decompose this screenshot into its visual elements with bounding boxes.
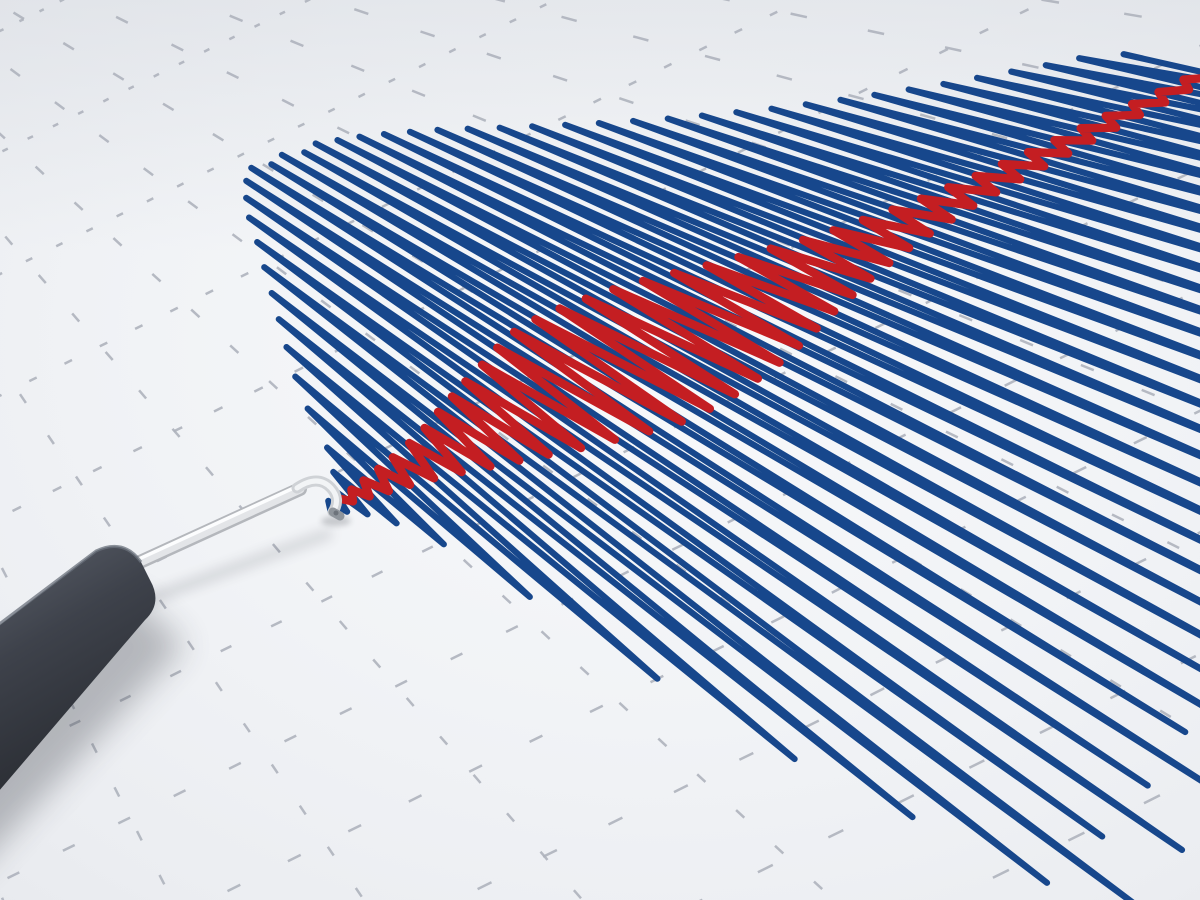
red-seismic-trace <box>330 74 1200 510</box>
waveform-layer <box>243 51 1200 900</box>
rod-shadow <box>130 529 333 609</box>
blue-seismic-waveform <box>243 51 1200 900</box>
pen-nib-hook-highlight <box>294 478 339 515</box>
pen-body-top-highlight <box>0 544 143 626</box>
pen-body <box>0 546 156 790</box>
pen-rod-mid <box>113 484 305 577</box>
pen-rod-highlight <box>115 484 300 571</box>
pen-tip-contact <box>333 510 339 516</box>
pen-layer <box>0 475 351 844</box>
